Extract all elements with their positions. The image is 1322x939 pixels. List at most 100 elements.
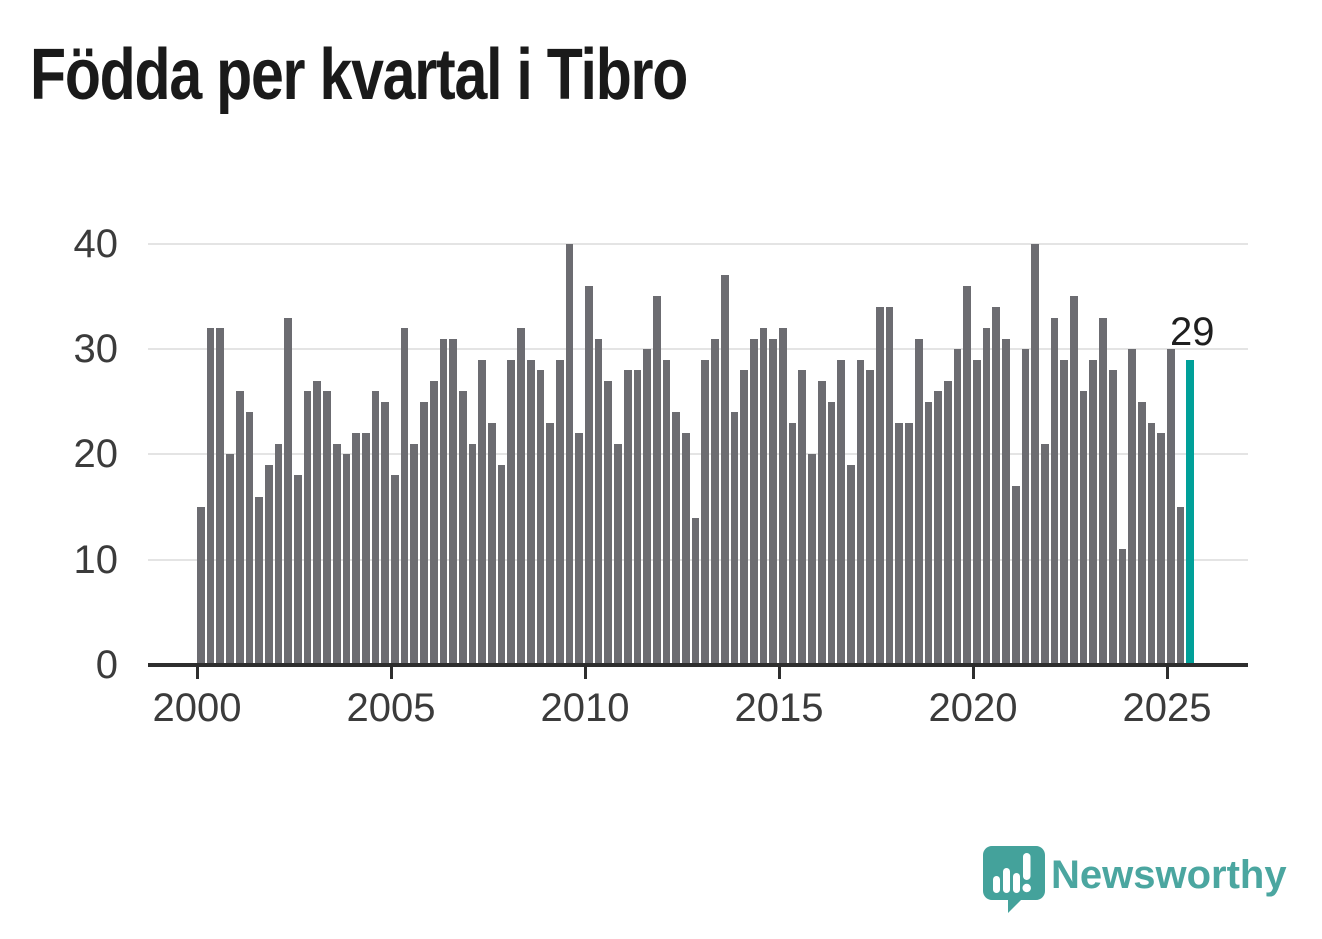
- bar-2022Q3: [1070, 296, 1078, 664]
- bar-2013Q2: [711, 338, 719, 664]
- bar-2018Q4: [924, 401, 933, 664]
- bar-2005Q3: [410, 443, 419, 664]
- bar-2006Q3: [449, 338, 457, 664]
- bar-2022Q2: [1060, 359, 1069, 664]
- bar-2005Q4: [420, 401, 428, 664]
- bar-2010Q3: [604, 380, 613, 664]
- bar-2013Q3: [720, 275, 729, 664]
- bar-2008Q3: [526, 359, 535, 664]
- bar-2019Q1: [934, 391, 942, 664]
- bar-2018Q1: [895, 422, 904, 664]
- bar-2012Q2: [672, 412, 681, 664]
- bar-2014Q2: [749, 338, 758, 664]
- bar-2014Q1: [740, 370, 748, 664]
- bar-2017Q4: [885, 306, 894, 664]
- bar-2000Q4: [226, 454, 234, 664]
- bar-2010Q1: [585, 285, 593, 664]
- gridline: [148, 453, 1248, 456]
- bar-2007Q3: [488, 422, 496, 664]
- bar-2009Q2: [555, 359, 564, 664]
- bar-2014Q3: [759, 328, 768, 664]
- bar-2003Q4: [342, 454, 351, 664]
- bar-2008Q1: [507, 359, 516, 664]
- bar-2019Q4: [963, 285, 972, 664]
- bar-2015Q4: [808, 454, 816, 664]
- x-tick-mark: [390, 667, 393, 679]
- bar-2019Q3: [953, 349, 962, 664]
- bar-2004Q1: [352, 433, 360, 664]
- bar-2016Q2: [827, 401, 836, 664]
- bar-2011Q3: [643, 349, 651, 664]
- bar-2005Q2: [400, 328, 409, 664]
- bar-2017Q1: [856, 359, 865, 664]
- bar-2002Q2: [284, 317, 293, 664]
- x-tick-mark: [196, 667, 199, 679]
- bar-2020Q1: [973, 359, 981, 664]
- bar-2001Q2: [245, 412, 254, 664]
- bar-2006Q1: [429, 380, 438, 664]
- bar-2024Q2: [1137, 401, 1146, 664]
- y-tick-label: 20: [73, 432, 119, 477]
- bar-2019Q2: [943, 380, 952, 664]
- bar-2017Q2: [866, 370, 875, 664]
- bar-2009Q4: [575, 433, 584, 664]
- bar-2001Q3: [255, 496, 263, 664]
- bar-2008Q2: [517, 328, 525, 664]
- x-tick-mark: [1166, 667, 1169, 679]
- bar-2015Q3: [798, 370, 807, 664]
- bar-2023Q3: [1108, 370, 1117, 664]
- x-tick-mark: [778, 667, 781, 679]
- bar-2002Q1: [274, 443, 283, 664]
- bar-2001Q4: [264, 464, 273, 664]
- bar-highlight-2025Q3: [1186, 359, 1195, 664]
- x-tick-label: 2000: [152, 686, 242, 730]
- bar-2017Q3: [876, 306, 884, 664]
- bar-2004Q3: [371, 391, 380, 664]
- gridline: [148, 242, 1248, 245]
- bar-2023Q1: [1089, 359, 1098, 664]
- bar-2007Q4: [497, 464, 506, 664]
- newsworthy-logo-text: Newsworthy: [1051, 853, 1287, 897]
- x-tick-label: 2020: [928, 686, 1018, 730]
- x-tick-mark: [584, 667, 587, 679]
- bar-2004Q4: [381, 401, 390, 664]
- bar-2009Q3: [565, 243, 574, 664]
- bar-2021Q3: [1031, 243, 1039, 664]
- x-tick-label: 2025: [1122, 686, 1212, 730]
- bar-2012Q1: [662, 359, 671, 664]
- gridline: [148, 348, 1248, 351]
- bar-2008Q4: [536, 370, 545, 664]
- bar-2003Q3: [332, 443, 341, 664]
- bar-2002Q3: [294, 475, 302, 664]
- bar-2004Q2: [361, 433, 370, 664]
- bar-2016Q3: [837, 359, 845, 664]
- bar-2007Q1: [468, 443, 477, 664]
- latest-value-label: 29: [1170, 309, 1215, 354]
- bar-2007Q2: [478, 359, 487, 664]
- bar-2006Q2: [439, 338, 448, 664]
- bar-2013Q4: [730, 412, 739, 664]
- bar-2021Q2: [1021, 349, 1030, 664]
- bar-2021Q1: [1011, 485, 1020, 664]
- bar-2018Q2: [905, 422, 913, 664]
- bar-2000Q1: [197, 507, 205, 664]
- bar-2000Q3: [216, 328, 225, 664]
- bar-2012Q3: [682, 433, 690, 664]
- bar-2013Q1: [701, 359, 710, 664]
- bar-2010Q2: [594, 338, 603, 664]
- y-tick-label: 0: [95, 643, 118, 687]
- bar-2000Q2: [206, 328, 215, 664]
- bar-2001Q1: [235, 391, 244, 664]
- y-tick-label: 30: [73, 327, 119, 372]
- x-tick-label: 2015: [734, 686, 824, 730]
- x-tick-label: 2005: [346, 686, 436, 730]
- bar-2005Q1: [391, 475, 399, 664]
- bar-2016Q1: [817, 380, 826, 664]
- bar-2011Q1: [623, 370, 632, 664]
- bar-2010Q4: [614, 443, 622, 664]
- bar-2022Q1: [1050, 317, 1059, 664]
- x-axis-line: [148, 663, 1248, 667]
- y-tick-label: 40: [73, 221, 119, 266]
- newsworthy-logo-icon: [983, 846, 1045, 914]
